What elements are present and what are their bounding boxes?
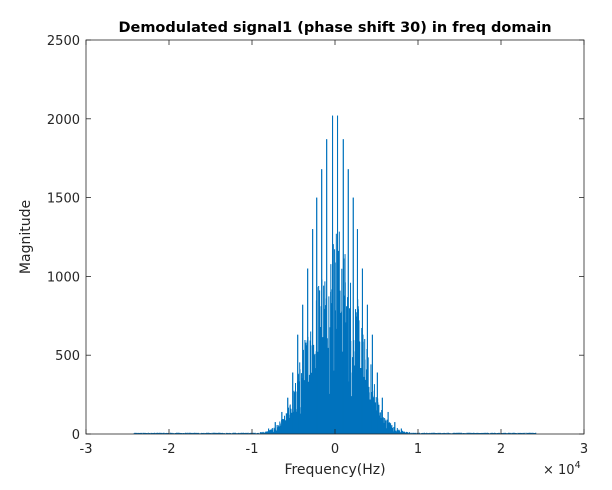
x-tick-label: 0 xyxy=(331,442,339,457)
x-exponent-power: 4 xyxy=(575,460,581,471)
x-tick-label: 1 xyxy=(414,442,422,457)
y-axis-label: Magnitude xyxy=(18,200,34,274)
x-exponent-label: × 104 xyxy=(543,460,581,478)
x-tick-label: 3 xyxy=(580,442,588,457)
y-axis-ticks: 0 500 1000 1500 2000 2500 xyxy=(47,34,584,443)
y-tick-label: 2000 xyxy=(47,113,80,128)
y-tick-label: 500 xyxy=(55,349,80,364)
x-tick-label: 2 xyxy=(497,442,505,457)
x-tick-label: -2 xyxy=(163,442,176,457)
x-axis-ticks: -3 -2 -1 0 1 2 3 xyxy=(80,40,588,457)
y-tick-label: 0 xyxy=(72,428,80,443)
x-exponent-base: × 10 xyxy=(543,463,575,478)
x-axis-label: Frequency(Hz) xyxy=(284,462,385,478)
y-tick-label: 1000 xyxy=(47,270,80,285)
signal-series xyxy=(133,115,537,434)
x-tick-label: -1 xyxy=(246,442,259,457)
y-tick-label: 1500 xyxy=(47,192,80,207)
chart-title: Demodulated signal1 (phase shift 30) in … xyxy=(118,20,551,36)
x-tick-label: -3 xyxy=(80,442,93,457)
y-tick-label: 2500 xyxy=(47,34,80,49)
